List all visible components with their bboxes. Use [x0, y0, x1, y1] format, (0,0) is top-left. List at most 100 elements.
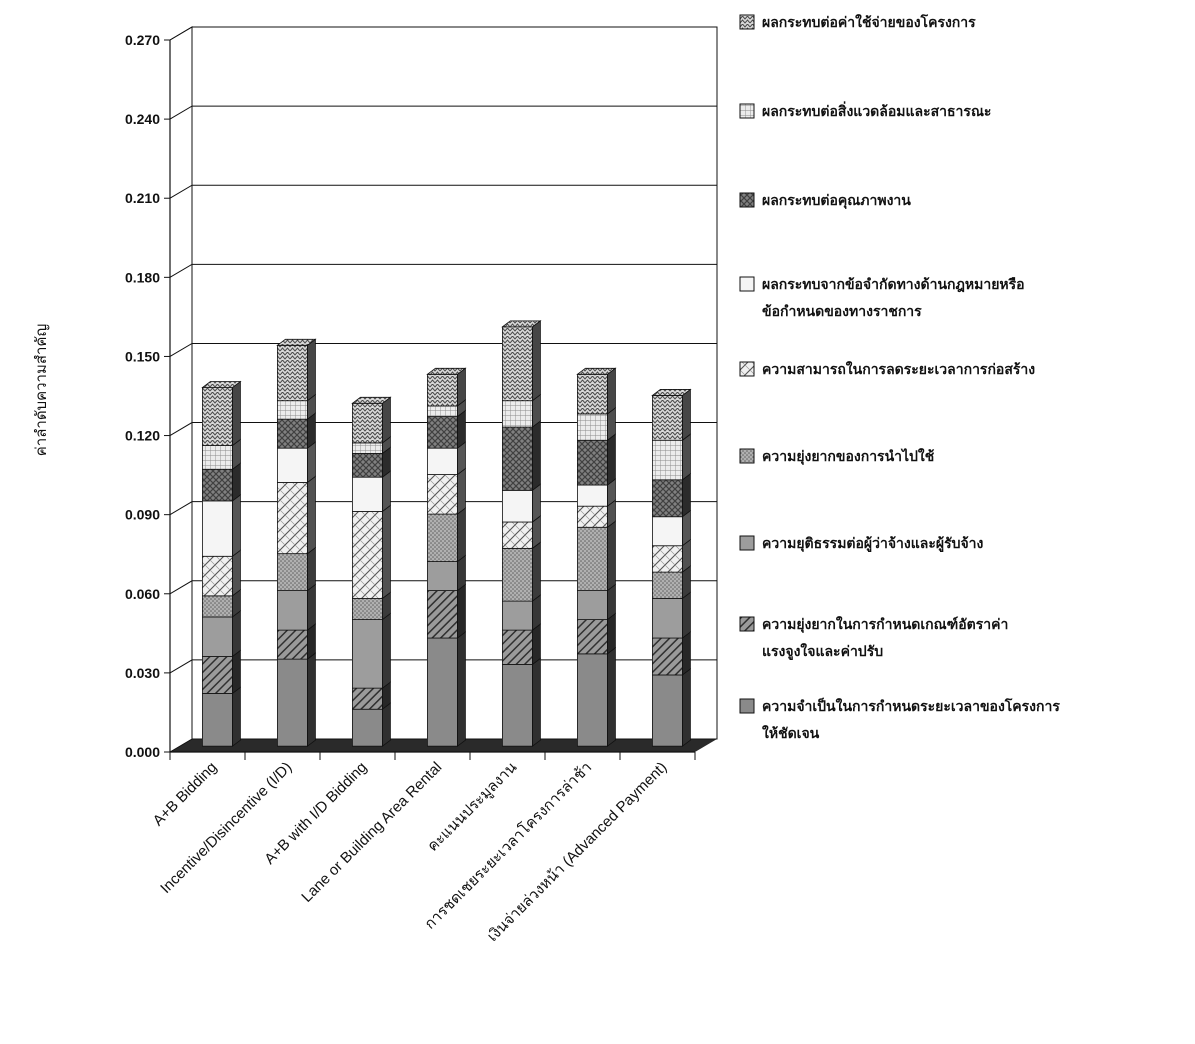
legend-label: ความยุ่งยากของการนำไปใช้ — [762, 447, 935, 465]
bar-segment — [201, 387, 233, 446]
bar-segment — [577, 590, 608, 620]
y-tick-label: 0.270 — [125, 32, 160, 48]
bar-segment-side — [532, 420, 541, 492]
bar-stack — [351, 396, 392, 747]
bar-segment — [201, 500, 233, 557]
bar-top-face — [201, 381, 242, 388]
y-axis-title: ค่าลำดับความสำคัญ — [32, 324, 50, 457]
gridline — [169, 501, 717, 516]
legend-label: ผลกระทบต่อค่าใช้จ่ายของโครงการ — [762, 13, 976, 31]
legend-item: ความยุ่งยากในการกำหนดเกณฑ์อัตราค่าแรงจูง… — [739, 615, 1008, 660]
y-tick-label: 0.180 — [125, 269, 160, 285]
bar-segment — [276, 400, 308, 420]
gridline — [169, 580, 717, 595]
bar-segment — [201, 656, 233, 694]
bar-segment-side — [532, 623, 541, 666]
y-tick-label: 0.210 — [125, 190, 160, 206]
bar-segment-side — [456, 409, 466, 449]
y-axis: 0.000 0.030 0.060 0.090 0.120 0.150 0.180 0.210… — [125, 32, 171, 760]
bar-segment — [426, 637, 458, 747]
bar-segment — [351, 708, 383, 747]
bar-top-face — [501, 320, 542, 328]
gridline — [169, 263, 717, 278]
bar-segment — [501, 489, 533, 523]
legend-swatch — [739, 14, 755, 30]
bar-segment — [577, 484, 608, 507]
bar-segment — [276, 590, 308, 631]
gridlines — [169, 26, 717, 674]
bar-segment-side — [306, 441, 316, 484]
bar-segment-side — [682, 631, 691, 676]
bar-top-face — [426, 367, 467, 375]
bar-segment — [577, 413, 608, 441]
bar-segment-side — [381, 504, 391, 600]
bar-segment-side — [456, 631, 466, 747]
bar-segment-side — [456, 507, 466, 563]
x-tick-label: Lane or Building Area Rental — [298, 759, 445, 906]
bar-stack — [426, 367, 467, 747]
bar-segment-side — [456, 467, 466, 515]
bar-segment — [201, 445, 233, 470]
bar-segment — [351, 402, 383, 444]
legend-item: ความจำเป็นในการกำหนดระยะเวลาของโครงการให… — [739, 697, 1060, 742]
bar-segment — [276, 658, 308, 747]
bar-segment-side — [682, 388, 691, 442]
bar-segment — [201, 693, 233, 747]
bar-stack — [576, 367, 617, 747]
bar-segment — [652, 545, 683, 573]
bar-segment — [652, 439, 683, 481]
bar-segment — [351, 598, 383, 620]
bar-segment — [501, 664, 533, 747]
legend-label: ผลกระทบต่อคุณภาพงาน — [762, 193, 911, 209]
bar-segment — [276, 553, 308, 591]
y-tick-label: 0.090 — [125, 507, 160, 523]
legend-label: ความสามารถในการลดระยะเวลาการก่อสร้าง — [762, 360, 1035, 378]
bar-segment — [577, 439, 608, 486]
bar-segment — [652, 571, 683, 599]
bar-segment — [201, 595, 233, 618]
bar-segment — [501, 521, 533, 549]
bar-segment — [652, 637, 683, 676]
bar-top-face — [276, 338, 317, 346]
bar-top-face — [351, 396, 392, 404]
bar-segment — [501, 426, 533, 491]
bar-segment-side — [306, 475, 316, 555]
bar-segment-side — [532, 320, 541, 402]
legend-item: ความยุติธรรมต่อผู้ว่าจ้างและผู้รับจ้าง — [739, 535, 984, 552]
x-tick-label: A+B Bidding — [150, 759, 221, 830]
y-tick-label: 0.240 — [125, 111, 160, 127]
bar-segment-side — [306, 546, 316, 592]
bar-segment — [276, 418, 308, 449]
bar-segment-side — [381, 612, 391, 689]
bar-segment — [652, 674, 683, 747]
bar-segment — [201, 468, 233, 502]
legend-label: ผลกระทบต่อสิ่งแวดล้อมและสาธารณะ — [762, 101, 991, 120]
bar-segment — [426, 561, 458, 591]
bar-segment — [351, 453, 383, 478]
bar-segment — [426, 590, 458, 639]
legend-swatch — [739, 361, 755, 377]
bar-segment-side — [682, 591, 691, 639]
gridline — [169, 26, 717, 41]
bar-segment — [652, 516, 683, 547]
bar-segment — [426, 373, 458, 407]
bar-segment — [426, 405, 458, 417]
bar-segment — [652, 479, 683, 518]
y-tick-label: 0.000 — [125, 744, 160, 760]
legend-label: ความจำเป็นในการกำหนดระยะเวลาของโครงการให… — [762, 697, 1060, 742]
legend-swatch — [739, 448, 755, 464]
bar-segment-side — [532, 541, 541, 602]
legend-swatch — [739, 103, 755, 119]
x-tick-label: Incentive/Disincentive (I/D) — [157, 759, 295, 897]
bar-segment — [652, 395, 683, 441]
bar-top-face — [651, 389, 692, 396]
legend-swatch — [739, 276, 755, 292]
bar-segment-side — [456, 583, 466, 639]
bar-segment-side — [532, 483, 541, 523]
legend-swatch — [739, 192, 755, 208]
bar-segment — [577, 653, 608, 747]
bar-segment — [501, 547, 533, 602]
bar-segment — [501, 600, 533, 631]
